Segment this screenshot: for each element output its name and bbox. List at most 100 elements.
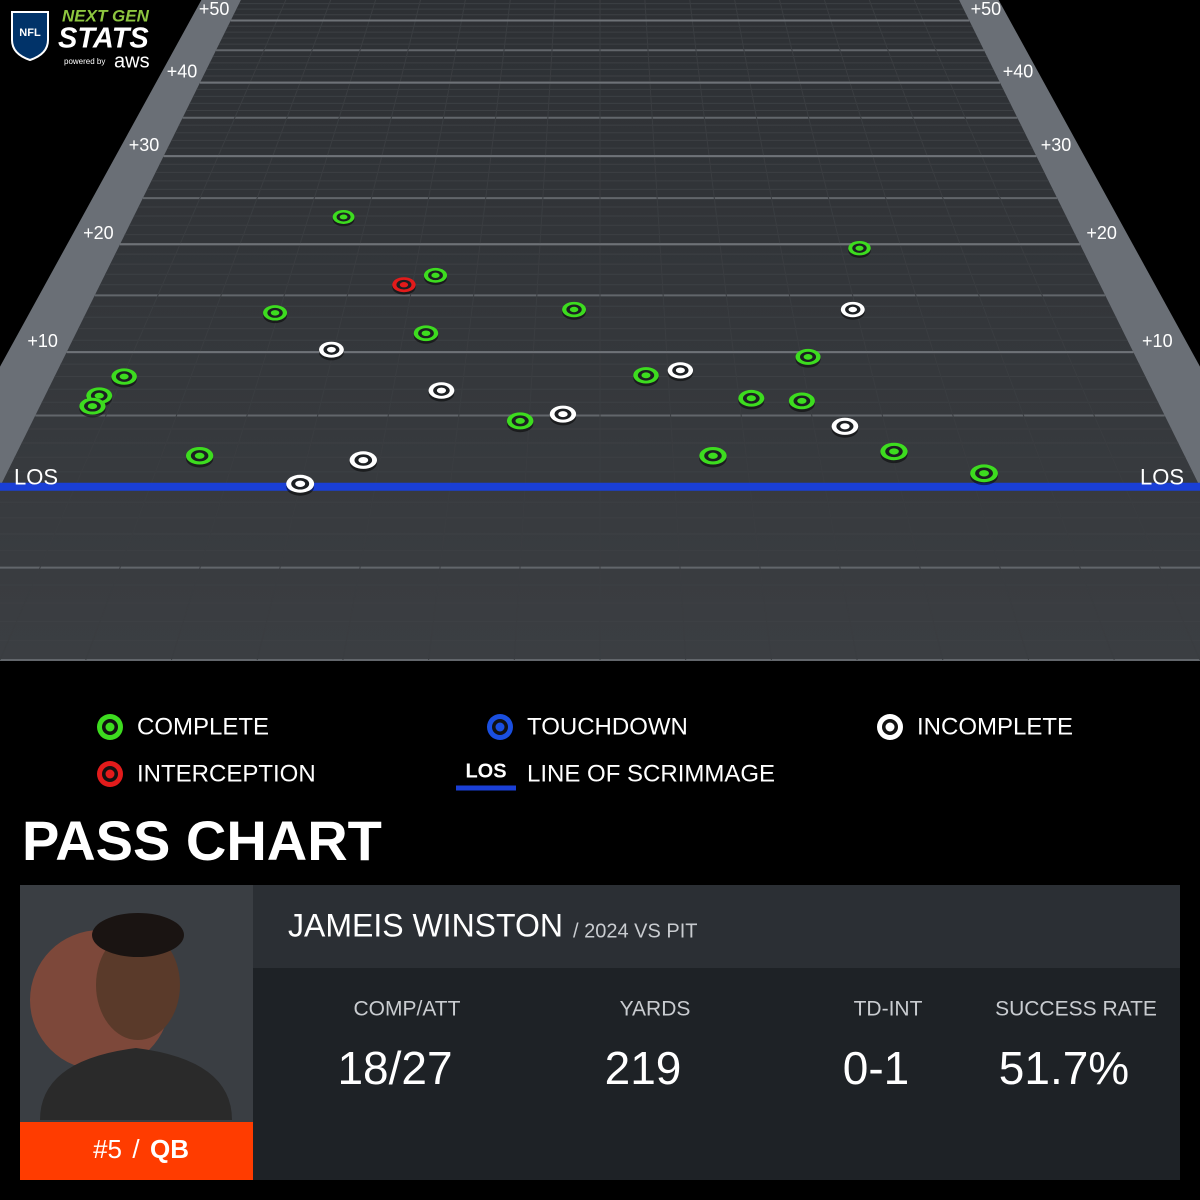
player-position: QB [150, 1134, 189, 1164]
pass-marker [286, 474, 315, 496]
pass-marker [840, 301, 865, 320]
field-column [342, 0, 466, 661]
marker-dot [708, 452, 718, 459]
stats: COMP/ATT 18/27 YARDS 219 TD-INT 0-1 SUCCESS RA… [337, 998, 1156, 1095]
los-label: LOS [14, 465, 58, 490]
pass-marker [79, 397, 106, 418]
y-tick-label: +30 [1041, 135, 1072, 155]
field-column [256, 0, 421, 661]
legend-label: TOUCHDOWN [527, 713, 688, 740]
y-tick-label: +20 [1086, 223, 1117, 243]
marker-dot [889, 448, 899, 455]
pass-marker [738, 389, 765, 410]
stat-value: 0-1 [843, 1042, 909, 1094]
pass-marker [880, 442, 908, 464]
legend-swatch-dot [885, 722, 895, 732]
marker-dot [399, 282, 409, 288]
marker-dot [119, 373, 129, 380]
legend-label: LINE OF SCRIMMAGE [527, 760, 775, 787]
logo-sponsor: aws [114, 50, 150, 72]
marker-dot [431, 272, 440, 278]
stat-label: COMP/ATT [354, 998, 461, 1021]
marker-dot [848, 306, 858, 313]
y-tick-label: +30 [129, 135, 160, 155]
marker-dot [358, 456, 369, 464]
marker-dot [840, 423, 850, 430]
legend-swatch-dot [105, 769, 115, 779]
legend-swatch-dot [495, 722, 505, 732]
legend-los-key: LOS [465, 760, 506, 782]
pass-marker [392, 277, 416, 295]
pass-marker [848, 240, 871, 258]
player-context: / 2024 VS PIT [573, 920, 698, 942]
pass-marker [795, 348, 821, 368]
stat-label: YARDS [620, 998, 691, 1021]
legend-swatch-dot [105, 722, 115, 732]
marker-dot [436, 387, 447, 394]
pass-marker [506, 412, 534, 433]
marker-dot [295, 480, 306, 487]
marker-dot [94, 392, 104, 399]
pass-marker [667, 362, 694, 382]
logo-league: NFL [19, 27, 41, 39]
field-column [868, 0, 1115, 661]
field-column [734, 0, 858, 661]
pass-marker [185, 447, 214, 468]
marker-dot [421, 330, 431, 337]
field-column [0, 0, 287, 661]
pass-marker [319, 341, 344, 361]
field-column [779, 0, 944, 661]
marker-dot [569, 306, 579, 313]
los-label: LOS [1140, 465, 1184, 490]
pass-marker [831, 417, 859, 438]
legend: COMPLETE TOUCHDOWN INCOMPLETE INTERCEPTION L… [97, 713, 1073, 791]
field-column [428, 0, 511, 661]
pass-marker [699, 447, 727, 468]
pass-marker [263, 305, 288, 324]
marker-dot [87, 403, 98, 410]
marker-dot [803, 354, 813, 360]
field: +10 +10 +20 +20 +30 +30 +40 +40 +50 +50 LOS LOS [0, 0, 1200, 661]
pass-marker [349, 451, 377, 472]
y-tick-label: +20 [83, 223, 114, 243]
y-tick-label: +40 [167, 61, 198, 81]
logo-line2: STATS [58, 23, 149, 55]
stat-label: TD-INT [854, 998, 923, 1021]
y-tick-label: +10 [1142, 331, 1173, 351]
photo-body [40, 1048, 232, 1120]
logo: NFL NEXT GEN STATS powered by aws [11, 6, 150, 72]
pass-marker [549, 405, 577, 426]
player-number: #5 [93, 1134, 122, 1164]
player-name: JAMEIS WINSTON [288, 907, 563, 943]
logo-powered: powered by [64, 57, 105, 66]
marker-dot [194, 452, 205, 459]
marker-dot [339, 214, 348, 220]
stat-value: 18/27 [337, 1042, 452, 1094]
legend-label: INTERCEPTION [137, 760, 316, 787]
y-tick-label: +50 [199, 0, 230, 19]
photo-hair [92, 913, 184, 957]
stat-value: 219 [605, 1042, 682, 1094]
stat-label: SUCCESS RATE [995, 998, 1157, 1021]
marker-dot [558, 411, 568, 418]
pass-marks [79, 209, 998, 496]
marker-dot [326, 346, 336, 353]
pass-marker [633, 367, 659, 387]
pass-marker [788, 392, 815, 413]
marker-dot [979, 470, 989, 477]
marker-dot [270, 310, 280, 316]
photo-face [96, 930, 180, 1040]
stat-value: 51.7% [999, 1042, 1129, 1094]
field-column [170, 0, 377, 661]
pass-marker [970, 464, 998, 486]
field-column [85, 0, 332, 661]
field-column [913, 0, 1200, 661]
number-bar [20, 1122, 253, 1180]
field-column [644, 0, 687, 661]
name-bar [253, 885, 1180, 968]
pass-marker [332, 209, 355, 227]
player-card: #5 / QB JAMEIS WINSTON / 2024 VS PIT [20, 885, 1180, 1180]
legend-label: COMPLETE [137, 713, 269, 740]
